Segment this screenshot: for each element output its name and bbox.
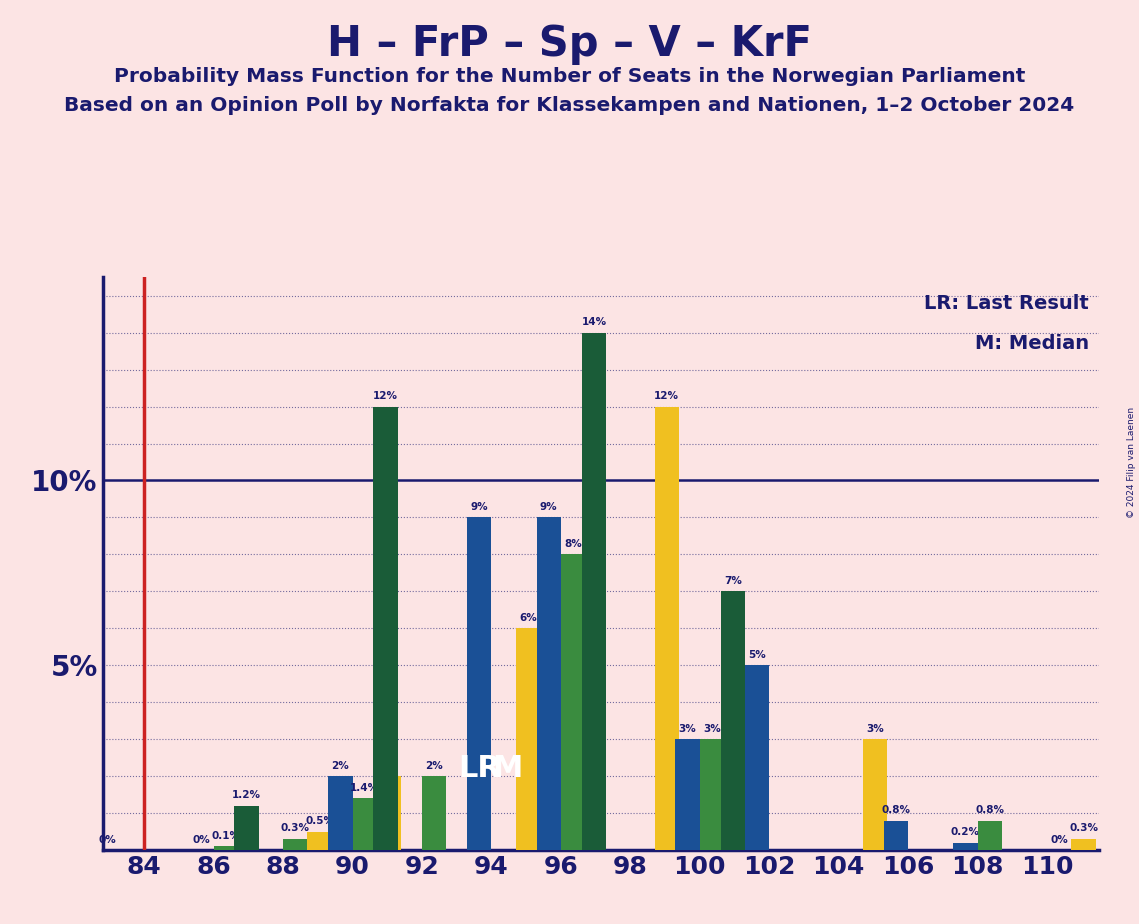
Text: 0.5%: 0.5% <box>305 816 334 826</box>
Text: 6%: 6% <box>519 613 536 623</box>
Text: 3%: 3% <box>679 723 697 734</box>
Bar <box>699 739 724 850</box>
Text: 0.8%: 0.8% <box>975 805 1005 815</box>
Bar <box>1072 839 1096 850</box>
Text: 2%: 2% <box>425 760 443 771</box>
Bar <box>582 333 606 850</box>
Bar <box>308 832 331 850</box>
Bar <box>977 821 1002 850</box>
Text: 9%: 9% <box>540 502 558 512</box>
Text: LR: Last Result: LR: Last Result <box>925 295 1089 313</box>
Bar <box>884 821 908 850</box>
Text: 12%: 12% <box>374 391 398 401</box>
Bar <box>467 517 491 850</box>
Text: H – FrP – Sp – V – KrF: H – FrP – Sp – V – KrF <box>327 23 812 65</box>
Bar <box>675 739 699 850</box>
Bar <box>536 517 560 850</box>
Text: 0%: 0% <box>99 834 116 845</box>
Bar <box>516 628 540 850</box>
Bar <box>284 839 308 850</box>
Text: 0.3%: 0.3% <box>280 823 310 833</box>
Text: 8%: 8% <box>564 539 582 549</box>
Text: 0%: 0% <box>1050 834 1068 845</box>
Bar <box>953 843 977 850</box>
Bar <box>374 407 398 850</box>
Text: M: Median: M: Median <box>975 334 1089 354</box>
Bar <box>421 776 446 850</box>
Text: LR: LR <box>458 754 501 784</box>
Text: © 2024 Filip van Laenen: © 2024 Filip van Laenen <box>1126 407 1136 517</box>
Text: 5%: 5% <box>748 650 765 660</box>
Bar <box>560 554 585 850</box>
Text: 2%: 2% <box>331 760 350 771</box>
Bar <box>235 806 259 850</box>
Bar <box>328 776 353 850</box>
Text: 14%: 14% <box>581 317 606 327</box>
Text: 1.2%: 1.2% <box>232 790 261 800</box>
Text: 0.1%: 0.1% <box>212 831 240 841</box>
Text: 0.8%: 0.8% <box>882 805 910 815</box>
Text: 1.4%: 1.4% <box>350 783 379 793</box>
Bar <box>214 846 238 850</box>
Text: 3%: 3% <box>703 723 721 734</box>
Text: M: M <box>492 754 523 784</box>
Text: 0.3%: 0.3% <box>1070 823 1098 833</box>
Bar <box>745 665 769 850</box>
Text: 0.2%: 0.2% <box>951 827 980 837</box>
Text: 9%: 9% <box>470 502 489 512</box>
Text: Probability Mass Function for the Number of Seats in the Norwegian Parliament: Probability Mass Function for the Number… <box>114 67 1025 86</box>
Text: Based on an Opinion Poll by Norfakta for Klassekampen and Nationen, 1–2 October : Based on an Opinion Poll by Norfakta for… <box>65 96 1074 116</box>
Bar <box>655 407 679 850</box>
Text: 3%: 3% <box>867 723 884 734</box>
Bar <box>721 591 745 850</box>
Text: 0%: 0% <box>192 834 211 845</box>
Bar <box>863 739 887 850</box>
Text: 7%: 7% <box>724 576 741 586</box>
Text: 2%: 2% <box>380 760 398 771</box>
Bar <box>377 776 401 850</box>
Text: 12%: 12% <box>654 391 679 401</box>
Bar <box>353 798 377 850</box>
